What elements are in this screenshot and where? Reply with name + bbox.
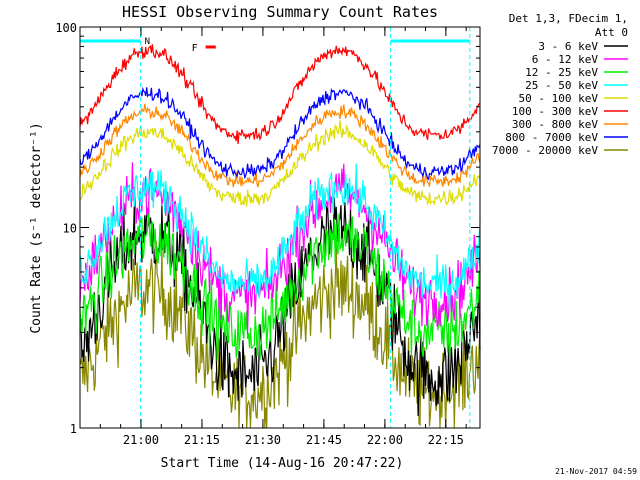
chart-title: HESSI Observing Summary Count Rates — [122, 3, 438, 21]
series-line-2 — [79, 201, 481, 362]
legend-label-0: 3 - 6 keV — [538, 40, 598, 53]
series-line-3 — [79, 163, 481, 312]
legend-label-6: 300 - 800 keV — [512, 118, 598, 131]
x-tick-label: 22:00 — [367, 433, 403, 447]
legend-label-1: 6 - 12 keV — [532, 53, 599, 66]
x-tick-label: 21:15 — [184, 433, 220, 447]
legend-header-line1: Det 1,3, FDecim 1, — [509, 12, 628, 25]
series-line-7 — [79, 86, 481, 181]
x-tick-label: 22:15 — [428, 433, 464, 447]
legend-header-line2: Att 0 — [595, 26, 628, 39]
legend-label-5: 100 - 300 keV — [512, 105, 598, 118]
series-line-6 — [79, 103, 481, 188]
flare-flag-label: F — [192, 43, 198, 54]
series-layer — [79, 44, 481, 429]
y-tick-label: 10 — [63, 222, 77, 236]
legend-label-3: 25 - 50 keV — [525, 79, 598, 92]
x-tick-label: 21:45 — [306, 433, 342, 447]
axes: 1 10 100 21:00 21:15 21:30 21:45 22:00 22:15 — [55, 21, 481, 447]
series-line-1 — [79, 162, 481, 335]
legend-label-4: 50 - 100 keV — [519, 92, 599, 105]
series-line-4 — [79, 120, 481, 207]
y-tick-label: 100 — [55, 21, 77, 35]
legend-label-2: 12 - 25 keV — [525, 66, 598, 79]
x-tick-label: 21:30 — [245, 433, 281, 447]
legend-label-8: 7000 - 20000 keV — [492, 144, 598, 157]
y-tick-label: 1 — [70, 422, 77, 436]
generation-timestamp: 21-Nov-2017 04:59 — [555, 467, 637, 476]
legend-label-7: 800 - 7000 keV — [505, 131, 598, 144]
x-tick-label: 21:00 — [123, 433, 159, 447]
x-axis-label: Start Time (14-Aug-16 20:47:22) — [161, 456, 404, 471]
night-flag-label: N — [145, 37, 150, 47]
y-axis-label: Count Rate (s⁻¹ detector⁻¹) — [29, 122, 44, 333]
series-line-5 — [79, 44, 481, 145]
